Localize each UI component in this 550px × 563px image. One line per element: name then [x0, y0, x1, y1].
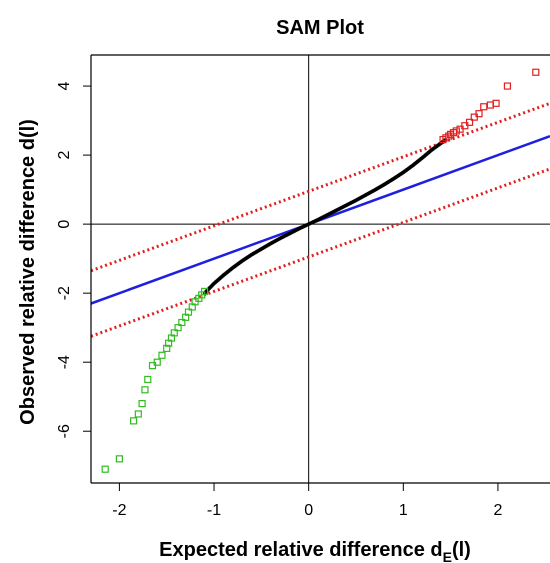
y-axis-title: Observed relative difference d(l): [17, 119, 39, 425]
x-tick-label: 2: [493, 502, 502, 519]
data-point-red: [503, 82, 512, 90]
y-tick-label: 4: [56, 82, 73, 91]
x-axis-title-subscript: E: [443, 549, 452, 563]
chart-title: SAM Plot: [276, 17, 364, 39]
data-point-green: [115, 455, 123, 463]
y-tick-label: 2: [56, 151, 73, 160]
upper-threshold-line: [91, 101, 550, 273]
data-point-red: [465, 118, 474, 126]
data-point-green: [188, 303, 196, 311]
data-point-red: [452, 127, 460, 135]
data-point-green: [138, 400, 146, 408]
data-point-red: [532, 68, 540, 76]
data-point-green: [141, 386, 149, 394]
plot-area: [91, 55, 550, 483]
data-point-green: [158, 351, 166, 359]
data-point-green: [134, 410, 142, 418]
x-tick-label: 0: [304, 502, 313, 519]
y-tick-label: -2: [56, 286, 73, 300]
data-point-red: [492, 99, 500, 107]
axis-ticks: -2 -1 0 1 2 -6 -4 -2 0 2 4: [56, 82, 502, 519]
x-tick-label: -2: [112, 502, 126, 519]
data-point-green: [165, 339, 173, 347]
data-point-green: [174, 324, 182, 332]
y-tick-label: -4: [56, 355, 73, 369]
data-point-green: [144, 375, 152, 384]
axes-frame: [90, 54, 550, 484]
data-point-green: [148, 362, 157, 370]
data-point-green: [101, 465, 109, 473]
y-tick-label: 0: [56, 220, 73, 229]
x-tick-label: -1: [207, 502, 221, 519]
data-point-green: [178, 318, 186, 327]
data-point-red: [475, 110, 483, 118]
data-point-red: [480, 103, 488, 111]
y-tick-label: -6: [56, 424, 73, 438]
data-point-green: [129, 417, 138, 425]
lower-threshold-line: [91, 167, 550, 338]
x-tick-label: 1: [399, 502, 408, 519]
data-point-green: [182, 313, 190, 321]
x-axis-title-suffix: (l): [452, 539, 471, 561]
x-axis-title-main: Expected relative difference d: [159, 539, 442, 561]
data-point-green: [163, 344, 171, 352]
x-axis-title: Expected relative difference dE(l): [159, 539, 471, 563]
